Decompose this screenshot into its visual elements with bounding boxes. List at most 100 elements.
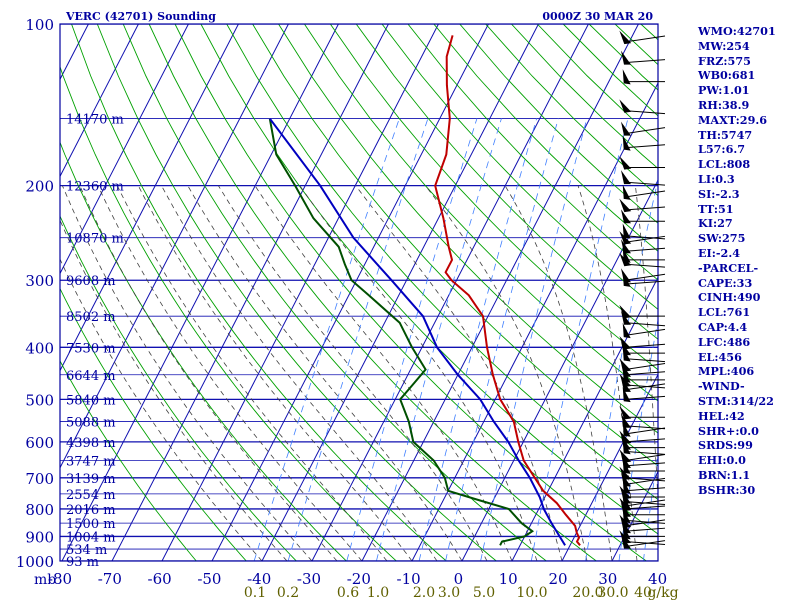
wind-barb-flag — [622, 322, 631, 339]
moist-adiabat-line — [60, 219, 288, 561]
wind-barb-flag — [622, 346, 631, 362]
isotherm-line — [361, 24, 639, 561]
moist-adiabat-line — [635, 185, 658, 504]
mixing-ratio-line — [418, 118, 537, 561]
moist-adiabat-line — [254, 185, 513, 561]
wind-barb-flag — [619, 497, 632, 512]
pressure-tick-label: 300 — [25, 272, 54, 290]
wind-barb-flag — [619, 304, 632, 319]
wind-barb-flag — [621, 121, 631, 136]
wind-barb-flag — [619, 30, 632, 45]
wind-barb — [621, 377, 666, 392]
wind-barb-flag — [622, 184, 631, 200]
height-label: 1500 m — [66, 517, 116, 532]
index-item: SI:-2.3 — [698, 186, 740, 201]
wind-barb-staff — [624, 190, 666, 198]
wind-barb-staff — [624, 477, 666, 482]
wind-barb-staff — [624, 322, 666, 327]
wind-barb — [619, 514, 666, 528]
wind-barb-flag — [619, 335, 632, 350]
wind-barb-staff — [624, 541, 666, 546]
index-item: -PARCEL- — [698, 260, 759, 275]
height-label: 4398 m — [66, 436, 116, 451]
wind-barb-staff — [624, 127, 666, 135]
wind-barb-flag — [619, 373, 632, 388]
mixing-ratio-tick-label: 10.0 — [516, 585, 547, 600]
temperature-tick-label: 0 — [454, 570, 464, 588]
wind-barb-staff — [624, 343, 666, 348]
wind-barb-flag — [622, 478, 631, 494]
wind-barb-flag — [621, 310, 631, 325]
wind-barb-staff — [624, 110, 666, 115]
wind-barb-staff — [624, 273, 666, 281]
wind-barb-staff — [624, 519, 666, 524]
dry-adiabat-line — [252, 24, 658, 467]
wind-barb-flag — [622, 438, 631, 455]
pressure-tick-label: 700 — [25, 470, 54, 488]
wind-barb — [621, 121, 666, 136]
moist-adiabat-line — [299, 185, 538, 561]
index-item: LI:0.3 — [698, 171, 735, 186]
height-label: 12360 m — [66, 180, 124, 195]
index-item: STM:314/22 — [698, 393, 774, 408]
dry-adiabat-line — [148, 24, 597, 561]
wind-barb-staff — [624, 383, 666, 391]
wind-barb-flag — [622, 69, 631, 85]
height-label: 7530 m — [66, 341, 116, 356]
wind-barb — [619, 449, 666, 463]
height-label: 3139 m — [66, 472, 116, 487]
index-item: LFC:486 — [698, 334, 751, 349]
wind-barb — [619, 156, 665, 170]
height-label: 2016 m — [66, 503, 116, 518]
wind-barb — [622, 386, 666, 403]
wind-barb — [621, 310, 666, 327]
wind-barb — [619, 358, 666, 372]
wind-barb — [622, 507, 666, 524]
chart-title-right: 0000Z 30 MAR 20 — [542, 10, 653, 23]
mixing-ratio-tick-label: 3.0 — [438, 585, 460, 600]
isotherm-line — [461, 179, 658, 561]
mixing-ratio-tick-label: 1.0 — [367, 585, 389, 600]
wind-barb — [619, 497, 666, 512]
pressure-tick-label: 1000 — [16, 553, 54, 571]
wind-barb — [619, 335, 666, 350]
mixing-ratio-tick-label: 5.0 — [473, 585, 495, 600]
wind-barb-staff — [624, 487, 666, 492]
wind-barb-flag — [619, 198, 632, 213]
index-item: SW:275 — [698, 231, 746, 246]
index-item: MW:254 — [698, 38, 750, 53]
dry-adiabat-line — [60, 360, 197, 561]
wind-barb-staff — [624, 395, 666, 400]
wind-barb-flag — [619, 405, 632, 420]
wind-barb-flag — [619, 430, 632, 444]
temperature-tick-label: 20 — [548, 570, 567, 588]
wind-barb-staff — [624, 263, 666, 268]
height-label: 2554 m — [66, 488, 116, 503]
temperature-tick-label: 40 — [648, 570, 667, 588]
pressure-tick-label: 800 — [25, 501, 54, 519]
index-item: TT:51 — [698, 201, 734, 216]
temperature-tick-label: -50 — [197, 570, 221, 588]
dry-adiabat-line — [381, 24, 658, 310]
wind-barb — [619, 405, 665, 420]
moist-adiabat-line — [62, 185, 313, 561]
mixing-ratio-tick-label: g/kg — [647, 585, 678, 600]
wind-barb — [622, 458, 665, 474]
parcel-line — [269, 117, 566, 546]
mixing-ratio-line — [346, 118, 478, 561]
mixing-ratio-line — [445, 118, 559, 561]
wind-barb-flag — [621, 377, 631, 392]
wind-barb-flag — [619, 485, 632, 500]
index-item: SRDS:99 — [698, 438, 753, 453]
pressure-tick-label: 500 — [25, 391, 54, 409]
temperature-tick-label: 30 — [598, 570, 617, 588]
index-item: LCL:761 — [698, 305, 751, 320]
wind-barb-staff — [624, 206, 666, 211]
wind-barb — [619, 230, 666, 245]
height-label: 5088 m — [66, 416, 116, 431]
wind-barb-staff — [624, 181, 666, 186]
mixing-ratio-line — [585, 177, 658, 561]
wind-barb — [622, 135, 666, 151]
wind-barb — [622, 346, 666, 363]
index-item: MAXT:29.6 — [698, 112, 768, 127]
